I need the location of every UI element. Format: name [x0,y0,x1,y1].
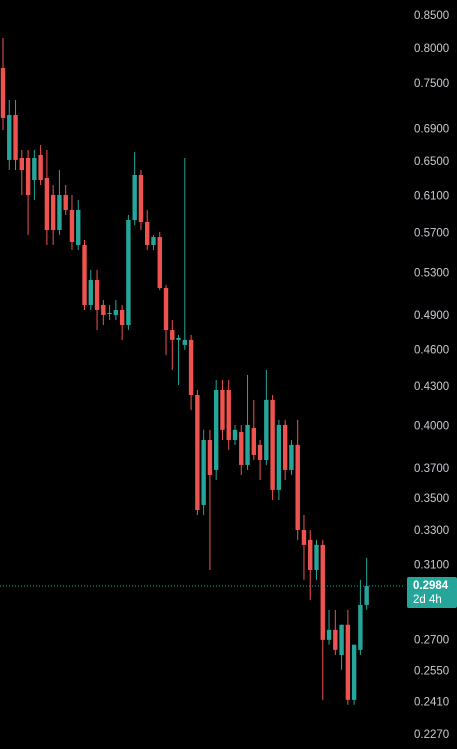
candle-body [176,337,181,340]
y-tick-label: 0.6500 [414,156,449,168]
candle-body [157,236,162,289]
y-tick-label: 0.5300 [414,267,449,279]
candle-body [76,209,81,245]
y-tick-label: 0.2410 [414,696,449,708]
candle-body [163,288,169,331]
candle-body [188,339,194,395]
candle-body [264,399,269,460]
candle-body [295,444,300,531]
y-tick-label: 0.5700 [414,228,449,240]
candle-body [145,221,150,245]
candle-body [320,544,325,640]
candle-body [19,158,25,171]
candle-body [94,279,100,310]
candle-body [119,309,125,326]
candle-body [132,174,137,221]
candle-body [345,624,351,700]
candle-body [326,629,332,640]
candle-body [333,629,338,650]
candle-body [182,339,188,345]
y-tick-label: 0.8000 [414,43,449,55]
y-tick-label: 0.2270 [414,729,449,741]
candle-body [138,174,144,222]
candle-body [289,444,294,470]
candle-body [201,439,206,505]
candle-body [226,389,231,440]
candle-body [0,68,6,118]
candle-body [257,444,263,460]
y-tick-label: 0.3300 [414,525,449,537]
candle-body [364,585,369,605]
plot-area [0,38,405,705]
candle-body [101,304,106,315]
y-tick-label: 0.4600 [414,344,449,356]
candle-body [69,209,75,242]
candle-body [44,177,50,230]
candle-body [195,394,200,510]
candle-body [251,427,256,455]
candle-body [207,439,213,475]
candle-body [38,154,43,180]
candle-body [276,424,282,490]
candle-body [63,194,68,210]
candle-body [245,424,250,465]
candle-body [88,279,93,305]
y-tick-label: 0.4900 [414,310,449,322]
candle-body [126,220,131,326]
candle-body [170,330,175,340]
last-price-label: 0.2984 [413,580,449,592]
candle-body [113,309,119,315]
candle-body [351,644,357,700]
candle-body [213,389,219,470]
candle-body [7,115,12,160]
badge-background [407,576,457,608]
candle-body [50,194,56,230]
candle-body [314,544,319,570]
candle-body [270,399,275,490]
y-tick-label: 0.7500 [414,78,449,90]
y-tick-label: 0.2700 [414,634,449,646]
candle-body [107,312,112,315]
y-tick-label: 0.4000 [414,420,449,432]
y-tick-label: 0.8500 [414,10,449,22]
candle-body [13,115,18,160]
candle-body [358,604,363,650]
countdown-label: 2d 4h [413,594,442,606]
candle-body [151,236,156,245]
candle-body [239,431,244,465]
y-tick-label: 0.3100 [414,559,449,571]
candle-body [308,539,313,570]
candle-body [57,194,62,230]
candle-body [25,158,31,195]
candle-body [220,389,225,430]
y-tick-label: 0.3700 [414,463,449,475]
y-tick-label: 0.4300 [414,381,449,393]
candle-body [82,244,87,305]
y-tick-label: 0.6100 [414,191,449,203]
y-tick-label: 0.2550 [414,666,449,678]
candle-body [301,530,307,545]
candle-body [339,624,344,655]
candle-body [232,429,238,440]
last-price-badge: 0.2984 2d 4h [407,576,457,608]
y-tick-label: 0.6900 [414,124,449,136]
y-tick-label: 0.3500 [414,493,449,505]
price-axis: 0.8500 0.8000 0.7500 0.6900 0.6500 0.6100 0.57… [414,10,449,741]
candle-body [282,424,288,470]
candle-body [32,158,37,180]
